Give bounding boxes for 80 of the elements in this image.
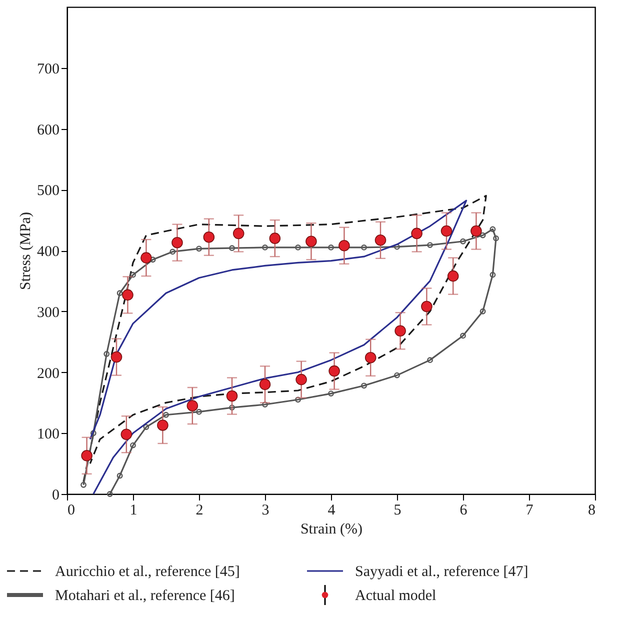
point [196,246,202,252]
point [480,308,486,314]
point [394,372,400,378]
point [157,420,168,431]
point [229,404,235,410]
point [140,252,152,264]
x-tick-label: 8 [588,502,596,518]
y-tick-label: 0 [52,488,60,504]
x-tick-label: 3 [262,502,270,518]
point [110,351,122,363]
point [490,226,496,232]
legend-label: Sayyadi et al., reference [47] [355,564,528,580]
point [361,244,367,250]
point [361,382,367,389]
point [364,352,376,364]
y-tick-label: 400 [37,244,60,260]
x-axis-title: Strain (%) [300,522,363,538]
point [226,390,238,402]
x-tick-label: 2 [196,502,204,518]
legend-label: Actual model [355,588,436,604]
point [440,225,452,237]
point [295,396,301,403]
y-tick-label: 600 [37,122,60,138]
x-tick-label: 5 [394,502,402,518]
point [394,325,406,336]
point [259,378,271,390]
point [480,232,486,238]
y-axis-title: Stress (MPa) [18,212,34,290]
point [186,400,198,412]
point [120,428,132,440]
point [104,351,110,357]
point [130,442,136,448]
point [421,300,432,312]
point [229,245,235,252]
point [394,244,400,250]
legend-label: Motahari et al., reference [46] [55,588,235,604]
point [269,232,281,244]
point [295,244,301,250]
point [447,270,459,282]
x-tick-label: 7 [526,502,534,518]
y-tick-label: 300 [37,304,60,321]
y-tick-label: 500 [37,183,60,200]
x-tick-label: 0 [68,502,75,518]
point [163,412,169,418]
point [172,236,183,248]
point [427,357,433,364]
point [328,244,334,250]
point [460,238,466,244]
point [116,290,123,296]
x-tick-label: 4 [328,502,336,518]
point [338,240,350,252]
point [196,408,202,415]
point [328,390,334,396]
point [143,424,150,430]
point [427,242,433,248]
y-tick-label: 100 [37,426,60,443]
point [460,332,466,339]
point [122,289,134,301]
point [170,248,176,255]
point [306,236,317,247]
point [81,450,92,462]
point [490,272,496,278]
legend-label: Auricchio et al., reference [45] [55,564,240,580]
point [203,231,215,243]
point [130,272,136,278]
y-tick-label: 700 [37,61,60,78]
y-tick-label: 200 [37,366,60,382]
point [296,374,307,386]
point [328,365,340,377]
point [493,235,499,242]
point [116,472,123,479]
x-tick-label: 1 [130,502,138,518]
point [411,228,422,240]
point [90,430,96,436]
point [262,244,268,250]
point [262,402,268,408]
point [232,228,244,240]
x-tick-label: 6 [460,502,468,518]
point [470,225,482,237]
point [374,234,386,246]
